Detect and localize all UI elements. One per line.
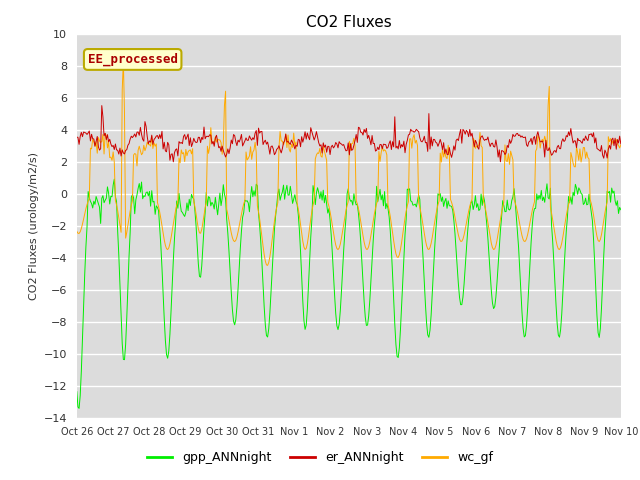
Legend: gpp_ANNnight, er_ANNnight, wc_gf: gpp_ANNnight, er_ANNnight, wc_gf [142, 446, 498, 469]
Title: CO2 Fluxes: CO2 Fluxes [306, 15, 392, 30]
Y-axis label: CO2 Fluxes (urology/m2/s): CO2 Fluxes (urology/m2/s) [29, 152, 40, 300]
Text: EE_processed: EE_processed [88, 53, 178, 66]
